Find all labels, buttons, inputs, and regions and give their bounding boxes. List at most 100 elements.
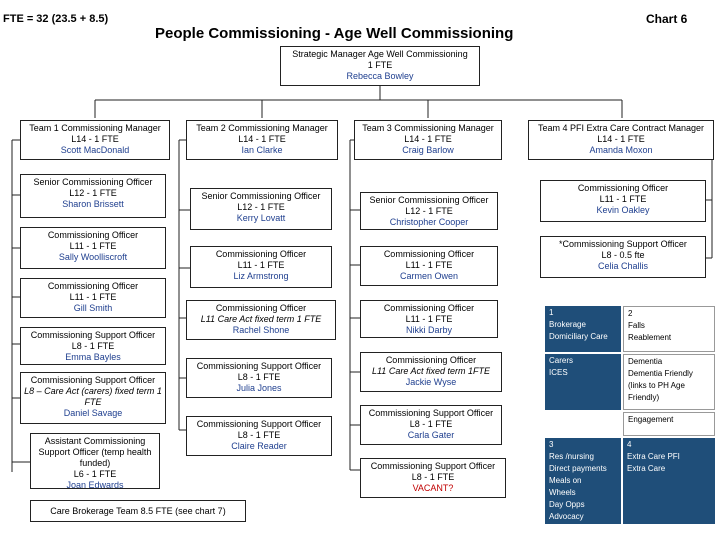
team3-manager-box: Team 3 Commissioning Manager L14 - 1 FTE… — [354, 120, 502, 160]
person-name: Nikki Darby — [405, 325, 452, 335]
person-name: Joan Edwards — [66, 480, 124, 490]
person-name: Scott MacDonald — [60, 145, 130, 155]
person-name: Emma Bayles — [65, 352, 121, 362]
cell-text: Reablement — [628, 333, 672, 342]
cell-text: Day Opps — [549, 500, 585, 509]
grade: L11 Care Act fixed term 1 FTE — [200, 314, 322, 324]
role: Commissioning Officer — [385, 355, 477, 365]
person-name: Sharon Brissett — [62, 199, 124, 209]
role: Senior Commissioning Officer — [369, 195, 489, 205]
role: Senior Commissioning Officer — [33, 177, 153, 187]
person-name: Craig Barlow — [402, 145, 454, 155]
role: Team 2 Commissioning Manager — [196, 123, 328, 133]
grade: L14 - 1 FTE — [404, 134, 452, 144]
chart-label: Chart 6 — [646, 12, 688, 26]
cell-text: 1 — [549, 308, 554, 317]
role: Commissioning Officer — [215, 303, 307, 313]
cell-text: Extra Care PFI — [627, 452, 680, 461]
brokerage-team-box: Care Brokerage Team 8.5 FTE (see chart 7… — [30, 500, 246, 522]
role: Commissioning Officer — [47, 281, 139, 291]
cell-text: 3 — [549, 440, 554, 449]
cell-text: 2 — [628, 309, 633, 318]
team1-senior-officer-box: Senior Commissioning Officer L12 - 1 FTE… — [20, 174, 166, 218]
grade: L14 - 1 FTE — [597, 134, 645, 144]
cell-text: 4 — [627, 440, 632, 449]
role: Commissioning Support Officer — [30, 375, 156, 385]
role: *Commissioning Support Officer — [559, 239, 687, 249]
grid-cell-team2: 2 Falls Reablement — [623, 306, 715, 352]
team2-officer-box: Commissioning Officer L11 - 1 FTE Liz Ar… — [190, 246, 332, 288]
grade: L11 - 1 FTE — [405, 314, 453, 324]
team3-officer-box: Commissioning Officer L11 - 1 FTE Nikki … — [360, 300, 498, 338]
cell-text: Dementia — [628, 357, 663, 366]
role: Commissioning Officer — [383, 303, 475, 313]
person-name: Kerry Lovatt — [236, 213, 286, 223]
team3-officer-box: Commissioning Officer L11 Care Act fixed… — [360, 352, 502, 392]
grid-cell-team3: 3 Res /nursing Direct payments Meals on … — [545, 438, 621, 524]
grade: L11 - 1 FTE — [405, 260, 453, 270]
grade: L12 - 1 FTE — [69, 188, 117, 198]
role: Commissioning Support Officer — [196, 361, 322, 371]
grade: L12 - 1 FTE — [237, 202, 285, 212]
team3-senior-officer-box: Senior Commissioning Officer L12 - 1 FTE… — [360, 192, 498, 230]
team1-support-officer-box: Commissioning Support Officer L8 - 1 FTE… — [20, 327, 166, 365]
page-title: People Commissioning - Age Well Commissi… — [155, 25, 514, 42]
team3-officer-box: Commissioning Officer L11 - 1 FTE Carmen… — [360, 246, 498, 286]
team4-support-officer-box: *Commissioning Support Officer L8 - 0.5 … — [540, 236, 706, 278]
person-name: Gill Smith — [73, 303, 113, 313]
role: Commissioning Officer — [47, 230, 139, 240]
person-name: Ian Clarke — [241, 145, 283, 155]
team4-officer-box: Commissioning Officer L11 - 1 FTE Kevin … — [540, 180, 706, 222]
grid-cell-carers: Carers ICES — [545, 354, 621, 410]
person-name: Sally Woolliscroft — [58, 252, 128, 262]
grid-cell-engagement: Engagement — [623, 412, 715, 436]
cell-text: Extra Care — [627, 464, 666, 473]
team1-support-officer-box: Commissioning Support Officer L8 – Care … — [20, 372, 166, 424]
grade: L8 - 0.5 fte — [601, 250, 645, 260]
person-name: Carla Gater — [407, 430, 455, 440]
cell-text: Meals on — [549, 476, 582, 485]
grade: L14 - 1 FTE — [71, 134, 119, 144]
cell-text: Advocacy — [549, 512, 584, 521]
team1-assistant-officer-box: Assistant Commissioning Support Officer … — [30, 433, 160, 490]
team2-manager-box: Team 2 Commissioning Manager L14 - 1 FTE… — [186, 120, 338, 160]
role: Team 3 Commissioning Manager — [362, 123, 494, 133]
role: Team 4 PFI Extra Care Contract Manager — [537, 123, 705, 133]
role: Team 1 Commissioning Manager — [29, 123, 161, 133]
cell-text: ICES — [549, 368, 568, 377]
person-name: Liz Armstrong — [233, 271, 289, 281]
grade: L11 - 1 FTE — [69, 241, 117, 251]
cell-text: Brokerage — [549, 320, 586, 329]
team1-manager-box: Team 1 Commissioning Manager L14 - 1 FTE… — [20, 120, 170, 160]
person-name: Carmen Owen — [399, 271, 459, 281]
cell-text: Domiciliary Care — [549, 332, 608, 341]
grade: L8 – Care Act (carers) fixed term 1 FTE — [24, 386, 162, 407]
role: Senior Commissioning Officer — [201, 191, 321, 201]
person-name: Jackie Wyse — [405, 377, 457, 387]
vacant-label: VACANT? — [412, 483, 454, 493]
team4-manager-box: Team 4 PFI Extra Care Contract Manager L… — [528, 120, 714, 160]
person-name: Claire Reader — [231, 441, 287, 451]
person-name: Celia Challis — [597, 261, 649, 271]
role: Commissioning Officer — [577, 183, 669, 193]
role: Commissioning Support Officer — [368, 408, 494, 418]
grid-cell-dementia: Dementia Dementia Friendly (links to PH … — [623, 354, 715, 410]
cell-text: Res /nursing — [549, 452, 594, 461]
person-name: Daniel Savage — [63, 408, 123, 418]
cell-text: Dementia Friendly (links to PH Age Frien… — [628, 369, 693, 402]
grid-cell-team4: 4 Extra Care PFI Extra Care — [623, 438, 715, 524]
team2-officer-box: Commissioning Officer L11 Care Act fixed… — [186, 300, 336, 340]
cell-text: Carers — [549, 356, 574, 365]
role: Commissioning Support Officer — [370, 461, 496, 471]
grade: L8 - 1 FTE — [237, 430, 281, 440]
grade: L11 - 1 FTE — [237, 260, 285, 270]
role: Strategic Manager Age Well Commissioning — [292, 49, 468, 59]
person-name: Rebecca Bowley — [346, 71, 414, 81]
person-name: Rachel Shone — [232, 325, 290, 335]
grade: L8 - 1 FTE — [409, 419, 453, 429]
person-name: Julia Jones — [236, 383, 282, 393]
grade: L14 - 1 FTE — [238, 134, 286, 144]
grade: L12 - 1 FTE — [405, 206, 453, 216]
grade: L11 - 1 FTE — [599, 194, 647, 204]
grade: L11 Care Act fixed term 1FTE — [371, 366, 491, 376]
